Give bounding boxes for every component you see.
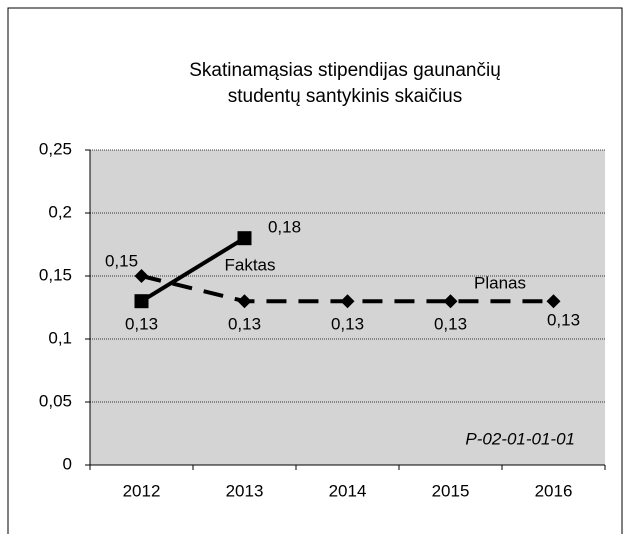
series-label: Planas bbox=[474, 273, 526, 292]
marker bbox=[237, 231, 252, 246]
chart-title: Skatinamąsias stipendijas gaunančių stud… bbox=[189, 60, 501, 107]
annotation: P-02-01-01-01 bbox=[465, 429, 575, 448]
x-tick-label: 2016 bbox=[535, 481, 573, 500]
x-tick-label: 2015 bbox=[432, 481, 470, 500]
data-label: 0,13 bbox=[228, 315, 261, 334]
data-label: 0,18 bbox=[268, 218, 301, 237]
y-tick-label: 0,1 bbox=[48, 328, 72, 347]
series-label: Faktas bbox=[224, 255, 275, 274]
data-label: 0,13 bbox=[434, 315, 467, 334]
marker bbox=[134, 269, 149, 283]
data-label: 0,13 bbox=[331, 315, 364, 334]
series-line bbox=[140, 236, 246, 303]
data-label: 0,13 bbox=[125, 315, 158, 334]
x-tick-label: 2013 bbox=[226, 481, 264, 500]
data-label: 0,13 bbox=[547, 311, 580, 330]
y-tick-label: 0,25 bbox=[39, 139, 72, 158]
marker bbox=[546, 294, 561, 309]
x-tick-label: 2012 bbox=[123, 481, 161, 500]
marker bbox=[340, 294, 355, 309]
y-tick-label: 0,15 bbox=[39, 265, 72, 284]
marker bbox=[134, 294, 149, 309]
marker bbox=[237, 294, 252, 309]
y-tick-label: 0 bbox=[63, 454, 72, 473]
marker bbox=[443, 294, 458, 309]
x-tick-label: 2014 bbox=[329, 481, 367, 500]
y-tick-label: 0,05 bbox=[39, 391, 72, 410]
y-tick-label: 0,2 bbox=[48, 202, 72, 221]
data-label: 0,15 bbox=[105, 251, 138, 270]
